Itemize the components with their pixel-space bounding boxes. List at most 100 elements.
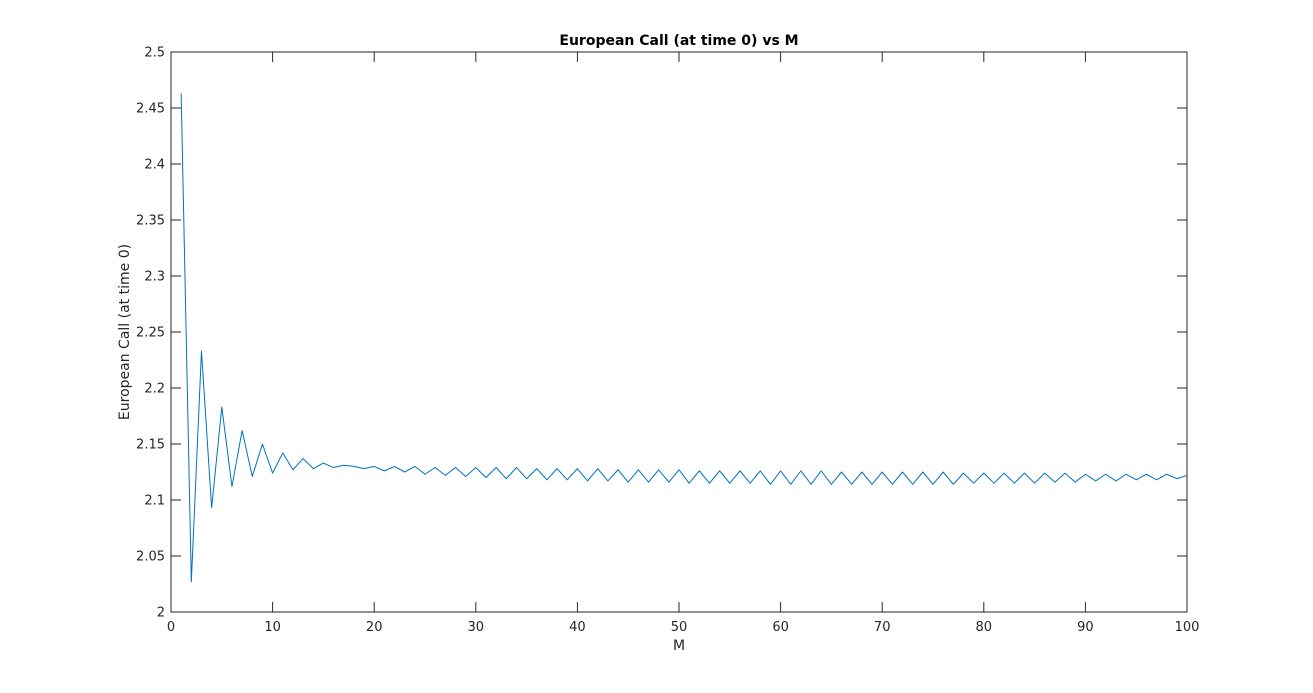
- x-tick-label: 80: [976, 620, 993, 635]
- data-point: [262, 444, 263, 445]
- data-point: [668, 482, 669, 483]
- data-point: [1095, 480, 1096, 481]
- data-point: [719, 470, 720, 471]
- x-axis-ticks: 0 10 20 30 40 50 60 70 80 90 100: [167, 52, 1200, 635]
- data-point: [770, 484, 771, 485]
- data-point: [790, 484, 791, 485]
- data-point: [313, 468, 314, 469]
- x-tick-label: 50: [671, 620, 688, 635]
- data-point: [435, 467, 436, 468]
- data-point: [1004, 473, 1005, 474]
- data-point: [242, 430, 243, 431]
- data-point: [516, 467, 517, 468]
- data-point: [496, 467, 497, 468]
- data-point: [933, 484, 934, 485]
- data-point: [485, 477, 486, 478]
- data-point: [831, 484, 832, 485]
- data-point: [181, 93, 182, 94]
- data-point: [1044, 473, 1045, 474]
- data-point: [252, 476, 253, 477]
- data-point: [414, 466, 415, 467]
- data-point: [221, 407, 222, 408]
- y-tick-label: 2.3: [144, 270, 165, 285]
- series-layer: [180, 93, 1188, 583]
- data-point: [1146, 474, 1147, 475]
- data-point: [1085, 474, 1086, 475]
- y-tick-label: 2.1: [144, 494, 165, 509]
- data-point: [374, 466, 375, 467]
- data-point: [191, 581, 192, 582]
- data-point: [597, 468, 598, 469]
- data-point: [811, 484, 812, 485]
- data-point: [963, 473, 964, 474]
- x-tick-label: 0: [167, 620, 175, 635]
- data-point: [546, 479, 547, 480]
- data-point: [353, 466, 354, 467]
- data-point: [1075, 482, 1076, 483]
- y-axis-label: European Call (at time 0): [117, 244, 133, 420]
- data-point: [882, 472, 883, 473]
- x-tick-label: 100: [1175, 620, 1200, 635]
- data-point: [648, 482, 649, 483]
- data-point: [1187, 475, 1188, 476]
- data-point: [1034, 483, 1035, 484]
- data-point: [211, 507, 212, 508]
- data-point: [536, 468, 537, 469]
- x-tick-label: 70: [874, 620, 891, 635]
- data-point: [1156, 479, 1157, 480]
- y-tick-label: 2.45: [136, 102, 165, 117]
- data-point: [577, 468, 578, 469]
- y-axis-ticks: 2 2.05 2.1 2.15 2.2 2.25 2.3 2.35 2.4 2.45 2.5: [136, 46, 1187, 621]
- data-point: [821, 470, 822, 471]
- data-point: [1126, 474, 1127, 475]
- data-point: [750, 483, 751, 484]
- series-line: [180, 93, 1188, 583]
- data-point: [607, 480, 608, 481]
- data-point: [892, 484, 893, 485]
- x-tick-label: 60: [772, 620, 789, 635]
- data-point: [343, 465, 344, 466]
- y-tick-label: 2.25: [136, 326, 165, 341]
- data-point: [323, 463, 324, 464]
- data-point: [912, 484, 913, 485]
- data-point: [872, 484, 873, 485]
- data-point: [943, 472, 944, 473]
- data-point: [506, 478, 507, 479]
- chart-title: European Call (at time 0) vs M: [559, 33, 798, 49]
- data-point: [475, 467, 476, 468]
- y-tick-label: 2.2: [144, 382, 165, 397]
- data-point: [861, 472, 862, 473]
- x-tick-label: 10: [264, 620, 281, 635]
- data-point: [282, 452, 283, 453]
- data-point: [292, 469, 293, 470]
- data-point: [303, 458, 304, 459]
- data-point: [1024, 473, 1025, 474]
- data-point: [384, 470, 385, 471]
- x-tick-label: 30: [468, 620, 485, 635]
- data-point: [709, 483, 710, 484]
- data-point: [689, 483, 690, 484]
- data-point: [333, 467, 334, 468]
- data-point: [739, 470, 740, 471]
- data-point: [557, 468, 558, 469]
- data-point: [1115, 480, 1116, 481]
- data-point: [1065, 473, 1066, 474]
- x-tick-label: 40: [569, 620, 586, 635]
- data-point: [1054, 482, 1055, 483]
- data-point: [699, 470, 700, 471]
- y-tick-label: 2: [157, 606, 165, 621]
- data-point: [658, 469, 659, 470]
- data-point: [973, 483, 974, 484]
- x-axis-label: M: [673, 638, 685, 654]
- data-point: [1136, 479, 1137, 480]
- data-point: [465, 476, 466, 477]
- data-point: [628, 482, 629, 483]
- data-point: [1014, 483, 1015, 484]
- data-point: [780, 470, 781, 471]
- data-point: [364, 468, 365, 469]
- data-point: [851, 484, 852, 485]
- x-tick-label: 90: [1077, 620, 1094, 635]
- data-point: [1176, 478, 1177, 479]
